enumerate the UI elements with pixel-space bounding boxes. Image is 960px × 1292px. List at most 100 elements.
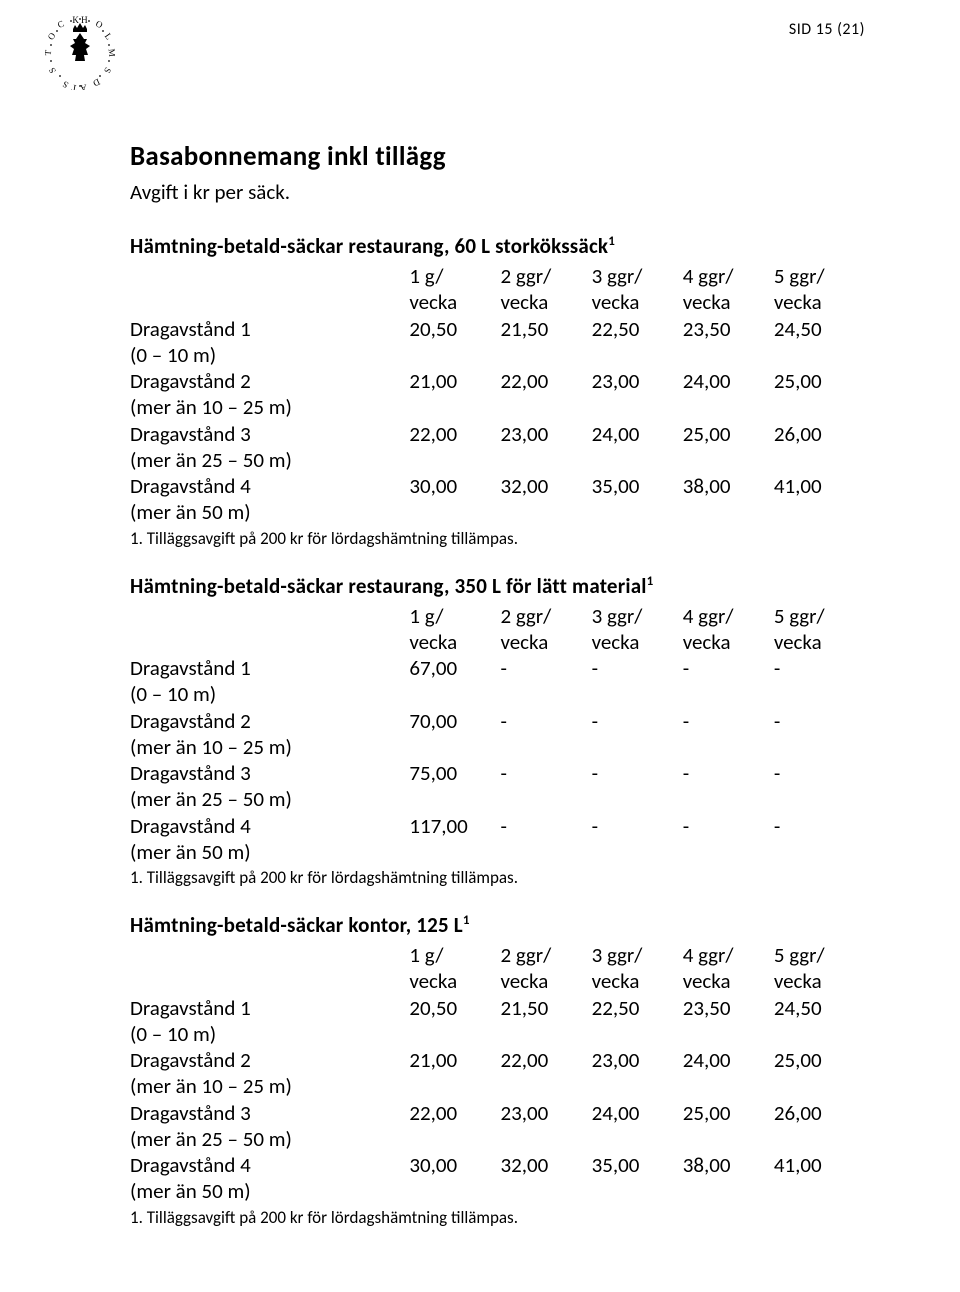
row-sublabel: (mer än 50 m)	[130, 499, 409, 525]
section-3-title: Hämtning-betald-säckar kontor, 125 L1	[130, 912, 865, 938]
cell: 24,00	[592, 421, 683, 474]
col-header: vecka	[683, 968, 731, 994]
col-header: vecka	[774, 629, 822, 655]
table-row: Dragavstånd 2(mer än 10 – 25 m) 21,00 22…	[130, 368, 865, 421]
cell: -	[592, 655, 683, 708]
row-sublabel: (mer än 50 m)	[130, 839, 409, 865]
svg-text:T: T	[70, 82, 78, 90]
cell: 25,00	[683, 1100, 774, 1153]
row-label: Dragavstånd 4	[130, 473, 409, 499]
page: K H C O O L T M S S S D T A	[0, 0, 960, 1292]
cell: 21,50	[500, 316, 591, 369]
cell: 23,00	[500, 421, 591, 474]
row-label: Dragavstånd 1	[130, 655, 409, 681]
table-row: Dragavstånd 3(mer än 25 – 50 m) 22,00 23…	[130, 421, 865, 474]
cell: 117,00	[409, 813, 500, 866]
section-1-title: Hämtning-betald-säckar restaurang, 60 L …	[130, 233, 865, 259]
section-3: Hämtning-betald-säckar kontor, 125 L1 1 …	[130, 912, 865, 1228]
section-2-title-text: Hämtning-betald-säckar restaurang, 350 L…	[130, 573, 647, 599]
cell: -	[774, 655, 865, 708]
row-sublabel: (0 – 10 m)	[130, 342, 409, 368]
cell: -	[500, 708, 591, 761]
svg-text:T: T	[45, 49, 53, 56]
cell: -	[683, 708, 774, 761]
section-2-title: Hämtning-betald-säckar restaurang, 350 L…	[130, 573, 865, 599]
cell: 22,50	[592, 316, 683, 369]
cell: 75,00	[409, 760, 500, 813]
col-header: vecka	[409, 629, 457, 655]
col-header: 4 ggr/	[683, 603, 734, 629]
cell: -	[500, 760, 591, 813]
section-3-footnote: 1. Tilläggsavgift på 200 kr för lördagsh…	[130, 1207, 865, 1228]
row-sublabel: (0 – 10 m)	[130, 681, 409, 707]
cell: 23,00	[592, 1047, 683, 1100]
col-header: 2 ggr/	[500, 942, 551, 968]
cell: 38,00	[683, 473, 774, 526]
section-1: Hämtning-betald-säckar restaurang, 60 L …	[130, 233, 865, 549]
table-row: Dragavstånd 2(mer än 10 – 25 m) 21,00 22…	[130, 1047, 865, 1100]
cell: 24,00	[592, 1100, 683, 1153]
cell: 38,00	[683, 1152, 774, 1205]
cell: 22,50	[592, 995, 683, 1048]
svg-text:L: L	[103, 31, 114, 41]
col-header: vecka	[592, 968, 640, 994]
cell: 24,00	[683, 1047, 774, 1100]
cell: 35,00	[592, 1152, 683, 1205]
cell: 24,00	[683, 368, 774, 421]
col-header: 3 ggr/	[592, 263, 643, 289]
cell: -	[683, 813, 774, 866]
cell: -	[592, 760, 683, 813]
row-sublabel: (mer än 50 m)	[130, 1178, 409, 1204]
svg-text:O: O	[46, 30, 58, 41]
cell: 26,00	[774, 421, 865, 474]
section-1-title-text: Hämtning-betald-säckar restaurang, 60 L …	[130, 233, 608, 259]
cell: -	[774, 760, 865, 813]
col-header: vecka	[500, 968, 548, 994]
cell: -	[774, 708, 865, 761]
cell: 41,00	[774, 473, 865, 526]
row-sublabel: (mer än 10 – 25 m)	[130, 734, 409, 760]
row-label: Dragavstånd 3	[130, 1100, 409, 1126]
svg-text:S: S	[47, 66, 58, 75]
table-row: Dragavstånd 3(mer än 25 – 50 m) 22,00 23…	[130, 1100, 865, 1153]
col-header: 4 ggr/	[683, 942, 734, 968]
section-3-table: 1 g/vecka 2 ggr/vecka 3 ggr/vecka 4 ggr/…	[130, 942, 865, 1205]
col-header: 1 g/	[409, 942, 443, 968]
section-1-title-sup: 1	[608, 234, 615, 249]
row-sublabel: (mer än 25 – 50 m)	[130, 786, 409, 812]
cell: -	[683, 655, 774, 708]
table-row: Dragavstånd 4(mer än 50 m) 30,00 32,00 3…	[130, 473, 865, 526]
page-title: Basabonnemang inkl tillägg	[130, 140, 865, 173]
section-2-footnote: 1. Tilläggsavgift på 200 kr för lördagsh…	[130, 867, 865, 888]
row-label: Dragavstånd 2	[130, 708, 409, 734]
cell: 25,00	[774, 368, 865, 421]
row-label: Dragavstånd 1	[130, 995, 409, 1021]
cell: 22,00	[500, 368, 591, 421]
table-header-row: 1 g/vecka 2 ggr/vecka 3 ggr/vecka 4 ggr/…	[130, 942, 865, 995]
svg-text:O: O	[94, 18, 105, 30]
col-header: vecka	[774, 968, 822, 994]
row-label: Dragavstånd 3	[130, 421, 409, 447]
cell: 22,00	[500, 1047, 591, 1100]
cell: 32,00	[500, 473, 591, 526]
cell: 25,00	[683, 421, 774, 474]
cell: -	[592, 813, 683, 866]
cell: -	[683, 760, 774, 813]
col-header: vecka	[409, 968, 457, 994]
col-header: 1 g/	[409, 263, 443, 289]
header-row: K H C O O L T M S S S D T A	[130, 20, 865, 90]
svg-text:S: S	[102, 66, 113, 75]
col-header: vecka	[500, 289, 548, 315]
row-label: Dragavstånd 2	[130, 1047, 409, 1073]
cell: 23,00	[592, 368, 683, 421]
row-label: Dragavstånd 1	[130, 316, 409, 342]
section-3-title-sup: 1	[463, 913, 470, 928]
table-row: Dragavstånd 4(mer än 50 m) 30,00 32,00 3…	[130, 1152, 865, 1205]
cell: 20,50	[409, 316, 500, 369]
cell: -	[774, 813, 865, 866]
row-sublabel: (mer än 10 – 25 m)	[130, 1073, 409, 1099]
table-row: Dragavstånd 1(0 – 10 m) 20,50 21,50 22,5…	[130, 316, 865, 369]
row-sublabel: (mer än 10 – 25 m)	[130, 394, 409, 420]
cell: 24,50	[774, 995, 865, 1048]
col-header: vecka	[592, 289, 640, 315]
